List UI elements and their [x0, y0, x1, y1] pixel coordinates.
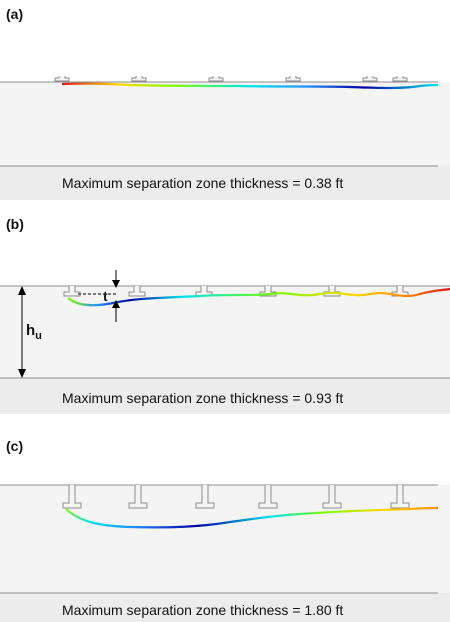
separation-boundary-curve: [65, 506, 439, 529]
girder-row: [62, 485, 410, 509]
girder: [54, 76, 70, 82]
panel-c: (c) Maximum separation zone thickness = …: [0, 430, 450, 622]
panel-a: (a) Maximum separation zone thickness = …: [0, 0, 450, 200]
separation-thickness-arrows: [78, 270, 120, 322]
caption-band: [0, 378, 450, 414]
channel-flow-region: [0, 485, 450, 593]
channel-flow-region: [0, 82, 450, 166]
girder: [285, 76, 301, 82]
girder: [322, 485, 342, 509]
girder: [128, 286, 146, 297]
girder: [131, 76, 147, 82]
channel-flow-region: [0, 286, 450, 378]
caption-b: Maximum separation zone thickness = 0.93…: [62, 390, 344, 406]
panel-label-a: (a): [6, 6, 24, 22]
caption-a: Maximum separation zone thickness = 0.38…: [62, 175, 344, 191]
panel-a-diagram: [0, 76, 450, 200]
panel-label-c: (c): [6, 438, 24, 454]
upstream-depth-arrow: [18, 286, 26, 378]
girder: [63, 286, 81, 297]
girder: [392, 76, 408, 82]
depth-symbol: hu: [26, 322, 42, 342]
panel-b-diagram: [0, 270, 450, 414]
depth-symbol-subscript: u: [35, 330, 42, 342]
panel-label-b: (b): [6, 216, 24, 232]
girder: [362, 76, 378, 82]
girder: [195, 485, 215, 509]
panel-b: (b) t hu Maximum separation zone thickne…: [0, 210, 450, 414]
caption-band: [0, 166, 450, 200]
girder-row: [54, 76, 408, 82]
caption-band: [0, 593, 450, 622]
caption-c: Maximum separation zone thickness = 1.80…: [62, 602, 344, 618]
girder: [128, 485, 148, 509]
thickness-symbol: t: [103, 288, 108, 304]
separation-boundary-curve: [67, 287, 450, 307]
girder: [62, 485, 82, 509]
depth-symbol-letter: h: [26, 322, 36, 339]
girder: [390, 485, 410, 509]
panel-c-diagram: [0, 484, 450, 622]
separation-boundary-curve: [61, 82, 439, 90]
girder: [208, 76, 224, 82]
girder: [258, 485, 278, 509]
